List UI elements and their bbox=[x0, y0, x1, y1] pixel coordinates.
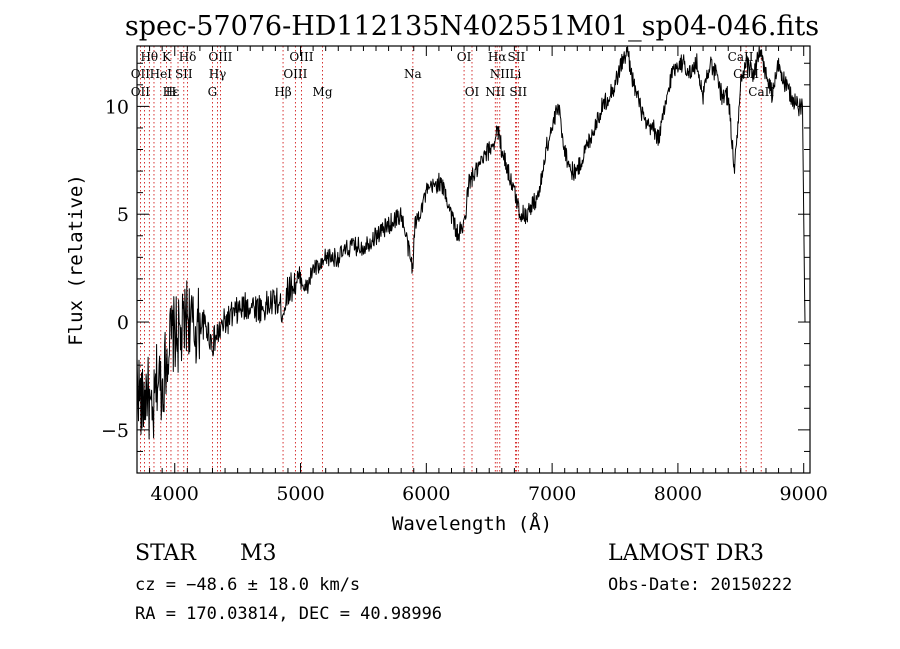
line-label-row3-8: SII bbox=[509, 85, 527, 99]
y-axis-ticks: −5 0 5 10 bbox=[101, 62, 810, 474]
line-label-row2-6: NII bbox=[490, 67, 510, 81]
line-label-row2-4: OIII bbox=[283, 67, 307, 81]
line-label-row3-6: OI bbox=[465, 85, 480, 99]
x-tick-label-3: 7000 bbox=[528, 483, 576, 505]
line-label-row3-5: Mg bbox=[313, 85, 333, 99]
spectrum-line bbox=[136, 45, 806, 440]
y-axis-label: Flux (relative) bbox=[65, 174, 87, 346]
line-label-row3-7: NII bbox=[485, 85, 505, 99]
line-label-row1-5: OI bbox=[457, 50, 472, 64]
line-label-row3-9: CaII bbox=[748, 85, 774, 99]
x-axis-label: Wavelength (Å) bbox=[392, 512, 552, 535]
obs-date: Obs-Date: 20150222 bbox=[608, 575, 792, 595]
object-subclass: M3 bbox=[240, 541, 277, 566]
coordinates: RA = 170.03814, DEC = 40.98996 bbox=[135, 604, 442, 624]
x-tick-label-4: 8000 bbox=[654, 483, 702, 505]
line-label-row2-0: OII bbox=[131, 67, 151, 81]
survey-label: LAMOST DR3 bbox=[608, 541, 764, 566]
line-label-row3-1: Hε bbox=[163, 85, 180, 99]
plot-frame bbox=[136, 45, 811, 474]
line-label-row1-3: OIII bbox=[208, 50, 232, 64]
line-label-row1-4: OIII bbox=[289, 50, 313, 64]
line-label-row1-2: Hδ bbox=[179, 50, 197, 64]
line-label-row2-7: Li bbox=[509, 67, 521, 81]
line-label-row1-6: Hα bbox=[488, 50, 507, 64]
line-label-row1-0: Hθ bbox=[140, 50, 158, 64]
y-tick-label-0: −5 bbox=[101, 420, 129, 442]
x-tick-label-1: 5000 bbox=[276, 483, 324, 505]
chart-title: spec-57076-HD112135N402551M01_sp04-046.f… bbox=[125, 11, 819, 42]
line-label-row3-3: G bbox=[208, 85, 218, 99]
y-tick-label-1: 0 bbox=[117, 312, 129, 334]
line-label-row3-0: OII bbox=[131, 85, 151, 99]
line-label-row1-7: SII bbox=[508, 50, 526, 64]
line-label-row1-8: CaII bbox=[728, 50, 754, 64]
x-tick-label-0: 4000 bbox=[151, 483, 199, 505]
line-label-row1-1: K bbox=[162, 50, 172, 64]
line-label-row2-5: Na bbox=[404, 67, 422, 81]
x-axis-ticks: 4000 5000 6000 7000 8000 9000 bbox=[136, 46, 828, 505]
line-label-row3-4: Hβ bbox=[274, 85, 291, 99]
line-label-row3-2: H bbox=[166, 85, 176, 99]
line-label-row2-1: HeI bbox=[150, 67, 173, 81]
object-class: STAR bbox=[135, 541, 197, 566]
y-tick-label-2: 5 bbox=[117, 204, 129, 226]
redshift-readout: cz = −48.6 ± 18.0 km/s bbox=[135, 575, 360, 595]
x-tick-label-2: 6000 bbox=[402, 483, 450, 505]
line-label-row2-2: SII bbox=[175, 67, 193, 81]
spectrum-series bbox=[136, 45, 806, 440]
line-markers bbox=[139, 46, 762, 473]
x-tick-label-5: 9000 bbox=[780, 483, 828, 505]
y-tick-label-3: 10 bbox=[105, 96, 129, 118]
line-label-row2-3: Hγ bbox=[209, 67, 227, 81]
